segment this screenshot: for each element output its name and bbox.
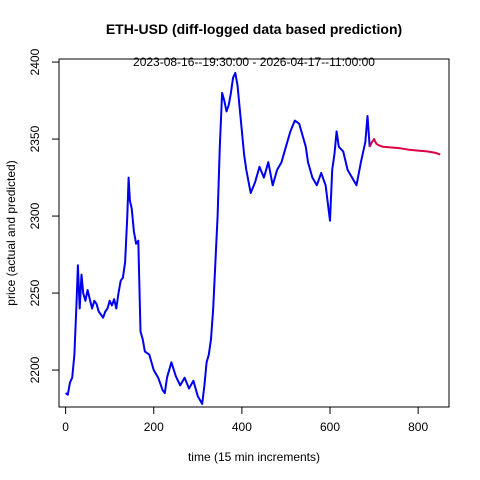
y-tick-label: 2350 xyxy=(28,125,42,152)
x-axis-label: time (15 min increments) xyxy=(188,450,320,464)
y-axis: 2200 2250 2300 2350 2400 xyxy=(28,48,60,383)
x-tick-label: 0 xyxy=(62,420,69,434)
y-tick-label: 2400 xyxy=(28,48,42,75)
series-layer xyxy=(65,71,441,405)
series-line-0 xyxy=(65,71,371,405)
x-tick-label: 600 xyxy=(320,420,340,434)
x-tick-label: 400 xyxy=(232,420,252,434)
y-tick-label: 2300 xyxy=(28,202,42,229)
chart-title: ETH-USD (diff-logged data based predicti… xyxy=(106,21,402,37)
x-tick-label: 800 xyxy=(408,420,428,434)
series-line-1 xyxy=(368,138,441,156)
y-tick-label: 2200 xyxy=(28,356,42,383)
x-tick-label: 200 xyxy=(144,420,164,434)
y-tick-label: 2250 xyxy=(28,279,42,306)
plot-frame xyxy=(58,58,450,408)
chart-subtitle: 2023-08-16--19:30:00 - 2026-04-17--11:00… xyxy=(133,55,375,69)
y-axis-label: price (actual and predicted) xyxy=(4,160,18,305)
x-axis: 0 200 400 600 800 xyxy=(62,406,428,434)
